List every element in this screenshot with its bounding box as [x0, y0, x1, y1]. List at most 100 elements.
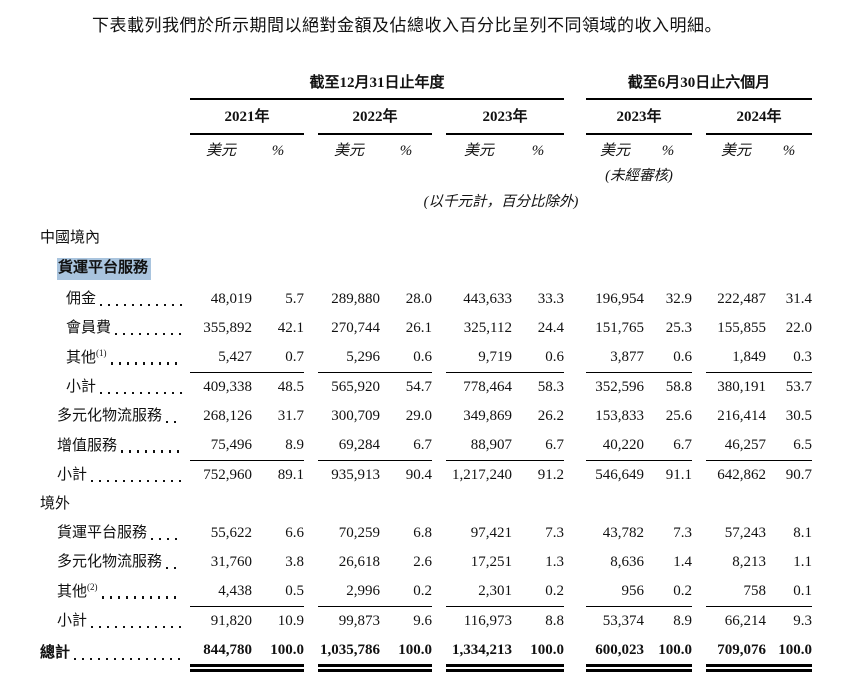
usd-value: 216,414	[717, 408, 767, 424]
column-gap	[692, 519, 706, 548]
percent-value: 1.3	[545, 554, 565, 570]
unit-header-row: 美元 % 美元 % 美元 % 美元 % 美元 %	[40, 134, 812, 164]
dot-leader	[101, 596, 182, 599]
column-gap	[432, 314, 446, 343]
usd-value: 349,869	[463, 408, 512, 424]
usd-value: 8,636	[610, 554, 645, 570]
table-row: 其他(2) 4,438 0.5 2,996 0.2 2,301 0.2 956 0.2 758 0.…	[40, 577, 813, 607]
label-text: 小計	[57, 613, 88, 629]
column-gap	[432, 373, 446, 403]
percent-value: 31.4	[785, 291, 813, 307]
usd-value: 565,920	[331, 379, 380, 395]
usd-value: 5,427	[190, 343, 252, 373]
column-gap	[432, 548, 446, 577]
column-gap	[692, 461, 706, 491]
year-header-2023: 2023年	[446, 99, 565, 135]
percent-value: 91.2	[537, 467, 565, 483]
percent-value: 0.2	[512, 577, 565, 607]
column-gap	[564, 461, 586, 491]
revenue-table-body: 中國境內 貨運平台服務 佣金 48,019 5.7 289,880 28.0 443,633 3…	[40, 224, 813, 672]
label-text: 貨運平台服務	[57, 525, 148, 541]
percent-value: 0.6	[380, 343, 432, 373]
column-gap	[564, 607, 586, 637]
percent-value: 0.3	[766, 343, 813, 373]
percent-value: 9.6	[413, 613, 432, 629]
usd-value: 155,855	[717, 320, 767, 336]
usd-value: 8,213	[732, 554, 767, 570]
unaudited-note-row: (未經審核)	[40, 164, 812, 188]
column-gap	[304, 285, 318, 314]
usd-value: 46,257	[706, 431, 767, 461]
column-gap	[432, 461, 446, 491]
usd-value: 53,374	[602, 613, 645, 629]
table-row: 多元化物流服務 31,760 3.8 26,618 2.6 17,251 1.3 8,636 1…	[40, 548, 812, 577]
percent-value: 26.1	[405, 320, 432, 336]
label-text: 其他(1)	[66, 347, 107, 366]
revenue-table: 截至12月31日止年度 截至6月30日止六個月 2021年 2022年 2023…	[40, 74, 813, 672]
column-gap	[432, 519, 446, 548]
column-gap	[432, 402, 446, 431]
usd-value: 99,873	[338, 613, 380, 629]
subsection-row: 貨運平台服務	[40, 253, 812, 285]
row-label: 貨運平台服務	[40, 253, 812, 285]
unit-pct-header: %	[531, 143, 545, 159]
column-gap	[304, 314, 318, 343]
year-header-2022: 2022年	[318, 99, 432, 135]
column-gap	[564, 314, 586, 343]
percent-value: 9.3	[793, 613, 813, 629]
usd-value: 55,622	[210, 525, 252, 541]
table-row: 會員費 355,892 42.1 270,744 26.1 325,112 24.4 151,…	[40, 314, 812, 343]
percent-value: 0.2	[644, 577, 693, 607]
percent-value: 26.2	[537, 408, 565, 424]
dot-leader	[91, 479, 182, 482]
column-gap	[564, 402, 586, 431]
percent-value: 6.7	[512, 431, 565, 461]
usd-value: 956	[586, 577, 645, 607]
column-gap	[432, 431, 446, 461]
percent-value: 25.3	[665, 320, 693, 336]
usd-value: 222,487	[717, 291, 767, 307]
usd-value: 66,214	[724, 613, 767, 629]
dot-leader	[91, 625, 182, 628]
percent-value: 6.5	[766, 431, 813, 461]
usd-value: 600,023	[586, 636, 645, 672]
table-row: 小計 91,820 10.9 99,873 9.6 116,973 8.8 53,374 8.9…	[40, 607, 812, 637]
column-gap	[692, 431, 706, 461]
usd-value: 443,633	[463, 291, 512, 307]
percent-value: 29.0	[405, 408, 432, 424]
label-text: 其他(2)	[57, 581, 98, 600]
percent-value: 0.1	[766, 577, 813, 607]
column-gap	[564, 343, 586, 373]
percent-value: 31.7	[277, 408, 304, 424]
scale-note: (以千元計，百分比除外)	[423, 194, 579, 210]
dot-leader	[74, 657, 182, 660]
usd-value: 546,649	[595, 467, 645, 483]
year-header-2023-interim: 2023年	[586, 99, 693, 135]
dot-leader	[100, 303, 182, 306]
label-text: 小計	[66, 379, 97, 395]
row-label: 小計	[40, 461, 190, 491]
usd-value: 9,719	[446, 343, 512, 373]
percent-value: 53.7	[785, 379, 813, 395]
unit-pct-header: %	[661, 143, 675, 159]
table-row: 其他(1) 5,427 0.7 5,296 0.6 9,719 0.6 3,877 0.6 1,8…	[40, 343, 813, 373]
column-gap	[564, 548, 586, 577]
unit-pct-header: %	[271, 143, 285, 159]
column-gap	[564, 285, 586, 314]
percent-value: 42.1	[277, 320, 304, 336]
column-gap	[564, 373, 586, 403]
column-gap	[564, 636, 586, 668]
year-header-row: 2021年 2022年 2023年 2023年 2024年	[40, 99, 813, 135]
section-row: 境外	[40, 490, 812, 519]
row-label: 多元化物流服務	[40, 402, 190, 431]
unit-pct-header: %	[782, 143, 796, 159]
usd-value: 48,019	[210, 291, 252, 307]
percent-value: 32.9	[665, 291, 693, 307]
column-gap	[304, 461, 318, 491]
percent-value: 0.7	[252, 343, 304, 373]
percent-value: 1.4	[673, 554, 693, 570]
usd-value: 270,744	[331, 320, 380, 336]
usd-value: 70,259	[338, 525, 380, 541]
usd-value: 758	[706, 577, 767, 607]
usd-value: 75,496	[190, 431, 252, 461]
